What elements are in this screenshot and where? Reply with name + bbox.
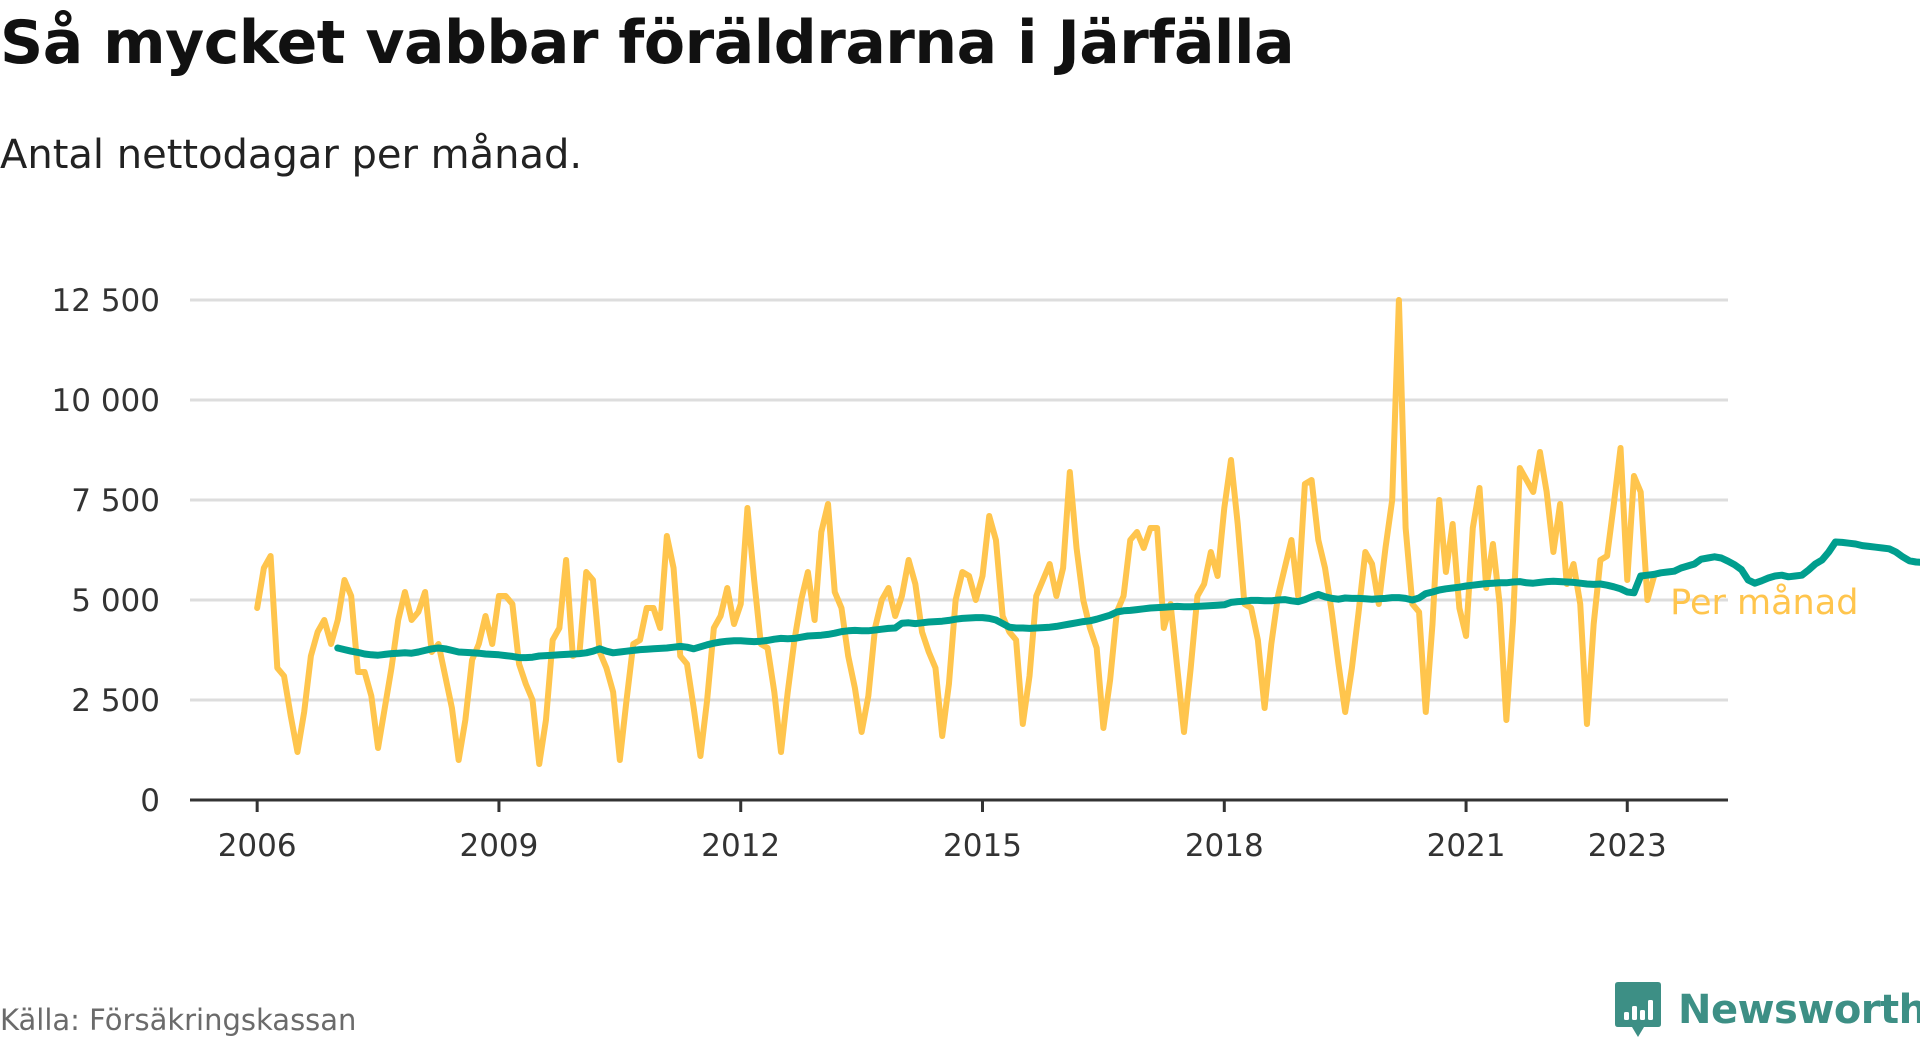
y-tick-label: 2 500 <box>71 683 160 719</box>
inline-legend: Per månadTrend <box>1670 582 1858 623</box>
monthly-line <box>254 297 1658 767</box>
x-tick-label: 2009 <box>459 828 538 864</box>
y-axis-tick-labels: 0 2 500 5 000 7 500 10 000 12 500 <box>52 283 160 819</box>
brand-logo[interactable]: Newsworthy <box>1614 980 1920 1040</box>
chart-subtitle: Antal nettodagar per månad. <box>0 132 583 178</box>
x-tick-label: 2018 <box>1185 828 1264 864</box>
x-tick-label: 2021 <box>1427 828 1506 864</box>
brand-name: Newsworthy <box>1678 987 1920 1033</box>
legend-label: Per månad <box>1670 582 1858 623</box>
x-tick-label: 2023 <box>1588 828 1667 864</box>
source-note: Källa: Försäkringskassan <box>0 1003 357 1037</box>
x-axis: 2006 2009 2012 2015 2018 2021 2023 <box>190 798 1728 864</box>
y-tick-label: 10 000 <box>52 383 160 419</box>
y-tick-label: 0 <box>140 783 160 819</box>
x-tick-label: 2012 <box>701 828 780 864</box>
bar-chart-badge-icon <box>1615 982 1661 1037</box>
trend-line <box>334 538 1920 662</box>
x-tick-label: 2015 <box>943 828 1022 864</box>
y-tick-label: 12 500 <box>52 283 160 319</box>
series-lines <box>254 297 1920 767</box>
chart-title: Så mycket vabbar föräldrarna i Järfälla <box>0 8 1295 78</box>
x-tick-label: 2006 <box>218 828 297 864</box>
gridlines <box>190 298 1728 702</box>
y-tick-label: 7 500 <box>71 483 160 519</box>
y-tick-label: 5 000 <box>71 583 160 619</box>
